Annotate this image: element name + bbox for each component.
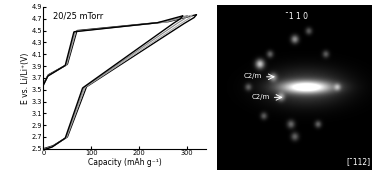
Text: 20/25 mTorr: 20/25 mTorr: [53, 11, 104, 20]
Text: C2/m: C2/m: [244, 73, 262, 79]
Text: C2/m: C2/m: [252, 94, 270, 100]
X-axis label: Capacity (mAh g⁻¹): Capacity (mAh g⁻¹): [88, 158, 162, 167]
Text: [¯112]: [¯112]: [346, 158, 370, 166]
Y-axis label: E vs. Li/Li⁺(V): E vs. Li/Li⁺(V): [21, 52, 30, 104]
Text: ¯1 1 0: ¯1 1 0: [285, 12, 308, 21]
